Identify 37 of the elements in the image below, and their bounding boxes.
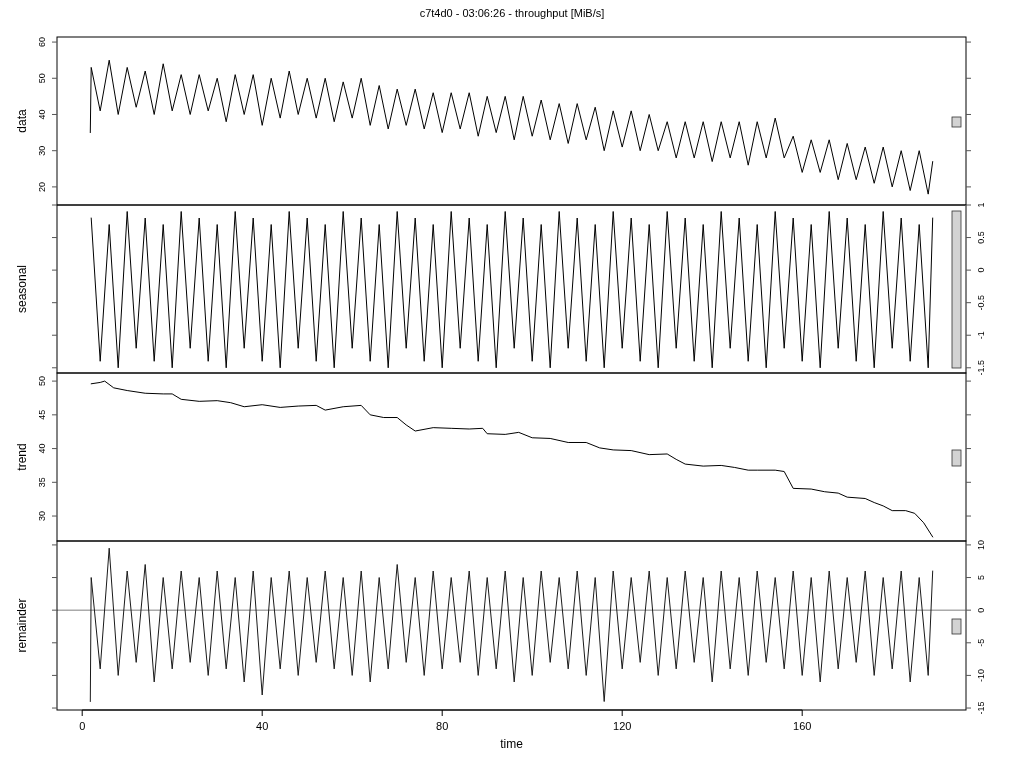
- y2-tick-label: 0.5: [976, 231, 987, 244]
- y-tick-label: 40: [37, 443, 48, 454]
- y-tick-label: 50: [37, 73, 48, 84]
- y-tick-label: 35: [37, 477, 48, 488]
- y-axis-title: remainder: [15, 598, 29, 653]
- y-tick-label: 30: [37, 511, 48, 522]
- y2-tick-label: -10: [976, 668, 987, 682]
- y2-tick-label: -1: [976, 331, 987, 340]
- line-series: [89, 59, 934, 195]
- line-series: [90, 211, 934, 369]
- y-tick-label: 20: [37, 181, 48, 192]
- y2-tick-label: -5: [976, 638, 987, 647]
- x-tick-label: 80: [436, 720, 449, 732]
- y2-tick-label: -15: [976, 701, 987, 715]
- y-tick-label: 50: [37, 376, 48, 387]
- y-tick-label: 30: [37, 145, 48, 156]
- y-axis-title: trend: [15, 443, 29, 471]
- y-axis-title: data: [15, 109, 29, 133]
- y-tick-label: 40: [37, 109, 48, 120]
- y2-tick-label: -1.5: [976, 360, 987, 376]
- line-series: [89, 547, 934, 703]
- y2-tick-label: 0: [976, 607, 987, 613]
- y2-tick-label: -0.5: [976, 294, 987, 311]
- x-tick-label: 40: [256, 720, 269, 732]
- x-axis-title: time: [500, 737, 524, 751]
- y-axis-title: seasonal: [15, 264, 29, 314]
- y2-tick-label: 10: [976, 539, 987, 550]
- x-tick-label: 120: [613, 720, 632, 732]
- y-tick-label: 60: [37, 37, 48, 48]
- line-series: [90, 380, 934, 538]
- y2-tick-label: 5: [976, 575, 987, 581]
- y2-tick-label: 0: [976, 267, 987, 273]
- y-tick-label: 45: [37, 409, 48, 420]
- x-tick-label: 0: [79, 720, 86, 732]
- chart-title: c7t4d0 - 03:06:26 - throughput [MiB/s]: [419, 7, 605, 19]
- y2-tick-label: 1: [976, 202, 987, 208]
- x-tick-label: 160: [793, 720, 812, 732]
